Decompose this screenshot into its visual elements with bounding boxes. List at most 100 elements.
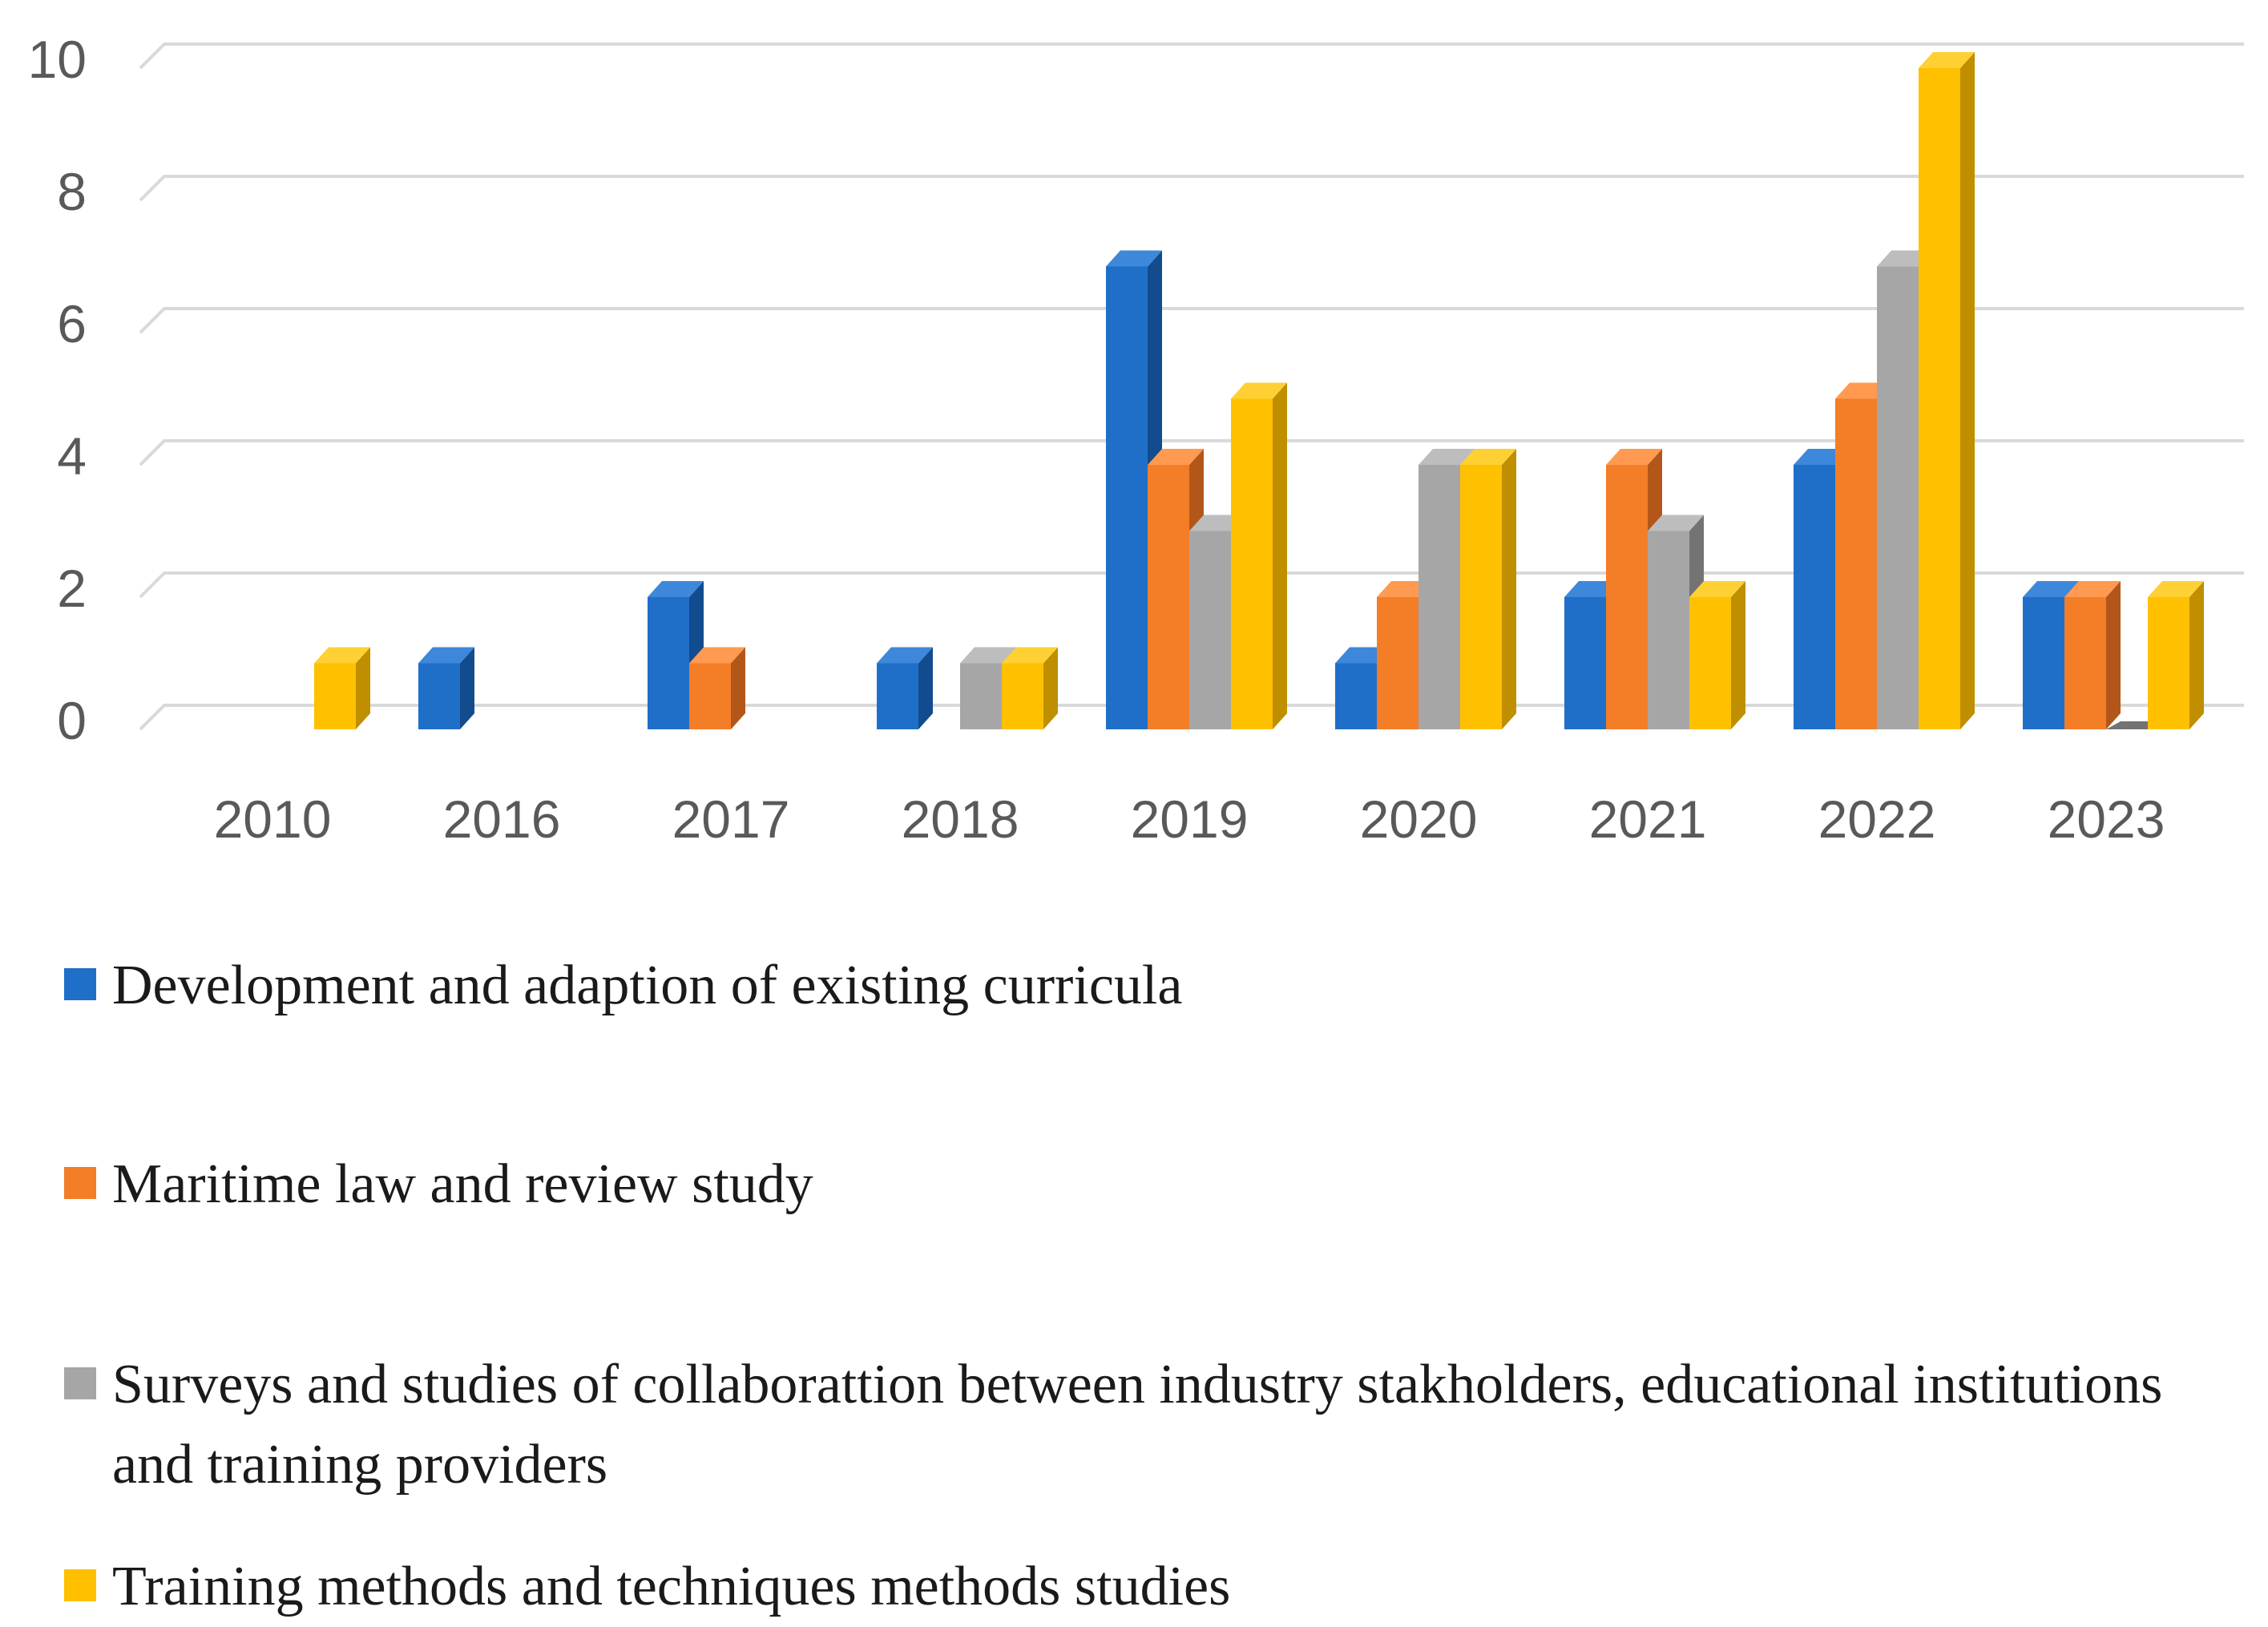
bar bbox=[689, 647, 745, 729]
gridline bbox=[139, 307, 2244, 334]
bar-front bbox=[1606, 465, 1648, 729]
bar bbox=[1231, 382, 1287, 729]
bar-side bbox=[460, 647, 474, 729]
bar bbox=[314, 647, 370, 729]
bar-top bbox=[648, 581, 704, 597]
bar-front bbox=[960, 663, 1002, 729]
bar-front bbox=[2023, 597, 2064, 729]
bar-side bbox=[1502, 449, 1516, 729]
gridline bbox=[139, 42, 2244, 70]
bar-front bbox=[1877, 266, 1919, 729]
bar-top bbox=[1689, 581, 1745, 597]
bar-front bbox=[1689, 597, 1731, 729]
x-axis-ticks: 2010 2016 2017 2018 2019 2020 2021 2022 2023 bbox=[214, 789, 2165, 849]
bar-front bbox=[1002, 663, 1043, 729]
bar-top bbox=[877, 647, 933, 664]
x-tick-label: 2019 bbox=[1131, 789, 1249, 849]
gridline bbox=[139, 175, 2244, 202]
bar-front bbox=[1564, 597, 1606, 729]
gridline bbox=[139, 704, 2244, 731]
bar-top bbox=[1460, 449, 1516, 465]
bar bbox=[1002, 647, 1058, 729]
y-axis-ticks: 0 2 4 6 8 10 bbox=[28, 30, 87, 750]
x-tick-label: 2016 bbox=[443, 789, 561, 849]
legend-label-training-methods: Training methods and techniques methods … bbox=[112, 1556, 1231, 1617]
bar bbox=[418, 647, 474, 729]
bar-front bbox=[1189, 531, 1231, 729]
legend-swatch-surveys bbox=[64, 1367, 96, 1399]
y-tick-label: 10 bbox=[28, 30, 87, 89]
bar-front bbox=[648, 597, 689, 729]
bar-top bbox=[1606, 449, 1662, 465]
gridline bbox=[139, 439, 2244, 466]
bar-front bbox=[1106, 266, 1148, 729]
legend-label-curricula: Development and adaption of existing cur… bbox=[112, 955, 1183, 1016]
legend-label-surveys: Surveys and studies of collaborattion be… bbox=[112, 1354, 2163, 1496]
bar-top bbox=[1919, 52, 1975, 68]
gridlines bbox=[139, 42, 2244, 731]
bar-top bbox=[314, 647, 370, 664]
bar-top bbox=[418, 647, 474, 664]
x-tick-label: 2020 bbox=[1360, 789, 1478, 849]
bar-side bbox=[731, 647, 745, 729]
bar-front bbox=[1794, 465, 1835, 729]
bar-side bbox=[356, 647, 370, 729]
legend-item-curricula: Development and adaption of existing cur… bbox=[64, 946, 2244, 1026]
bar-side bbox=[2189, 581, 2204, 729]
x-tick-label: 2023 bbox=[2048, 789, 2165, 849]
legend-swatch-curricula bbox=[64, 968, 96, 1000]
bar-side bbox=[1043, 647, 1058, 729]
bar-top bbox=[1231, 382, 1287, 399]
bar-front bbox=[1460, 465, 1502, 729]
bar-front bbox=[877, 663, 918, 729]
bar-front bbox=[689, 663, 731, 729]
bar-chart: 0 2 4 6 8 10 2010 2016 2017 2018 2019 2020 2021 2022… bbox=[28, 30, 2244, 849]
legend-item-maritime-law: Maritime law and review study bbox=[64, 1145, 2244, 1225]
bar-front bbox=[2148, 597, 2189, 729]
y-tick-label: 2 bbox=[57, 559, 87, 618]
y-tick-label: 4 bbox=[57, 426, 87, 486]
bar-top bbox=[1148, 449, 1204, 465]
bar bbox=[2064, 581, 2121, 729]
x-tick-label: 2018 bbox=[902, 789, 1019, 849]
bar-top bbox=[689, 647, 745, 664]
x-tick-label: 2022 bbox=[1818, 789, 1936, 849]
bar bbox=[877, 647, 933, 729]
bar-top bbox=[1419, 449, 1475, 465]
x-tick-label: 2021 bbox=[1589, 789, 1707, 849]
bar-side bbox=[918, 647, 933, 729]
bar-top bbox=[960, 647, 1016, 664]
bar-top bbox=[1002, 647, 1058, 664]
bar-top bbox=[1106, 250, 1162, 267]
bar bbox=[1460, 449, 1516, 729]
bar-front bbox=[1377, 597, 1419, 729]
bar-top bbox=[2023, 581, 2079, 597]
bar-front bbox=[1231, 398, 1273, 729]
bar-side bbox=[1960, 52, 1975, 729]
bar bbox=[648, 581, 704, 729]
bar-front bbox=[1148, 465, 1189, 729]
legend-swatch-maritime-law bbox=[64, 1167, 96, 1199]
bar-side bbox=[1731, 581, 1745, 729]
legend-label-maritime-law: Maritime law and review study bbox=[112, 1153, 813, 1215]
bar-side bbox=[1273, 382, 1287, 729]
legend-item-training-methods: Training methods and techniques methods … bbox=[64, 1547, 2244, 1627]
bar-front bbox=[314, 663, 356, 729]
y-tick-label: 8 bbox=[57, 162, 87, 221]
bar bbox=[1689, 581, 1745, 729]
chart-area: 0 2 4 6 8 10 2010 2016 2017 2018 2019 2020 2021 2022… bbox=[28, 30, 2244, 849]
x-tick-label: 2017 bbox=[672, 789, 790, 849]
bar-front bbox=[1835, 398, 1877, 729]
bar-front bbox=[1919, 68, 1960, 729]
bar-front bbox=[1335, 663, 1377, 729]
bar-front bbox=[1648, 531, 1689, 729]
legend-item-surveys: Surveys and studies of collaborattion be… bbox=[64, 1345, 2244, 1505]
bars bbox=[314, 52, 2204, 729]
y-tick-label: 0 bbox=[57, 691, 87, 750]
legend-swatch-training-methods bbox=[64, 1569, 96, 1601]
bar-front bbox=[418, 663, 460, 729]
bar-top bbox=[2064, 581, 2121, 597]
bar-side bbox=[2106, 581, 2121, 729]
bar-top bbox=[2148, 581, 2204, 597]
gridline bbox=[139, 571, 2244, 599]
